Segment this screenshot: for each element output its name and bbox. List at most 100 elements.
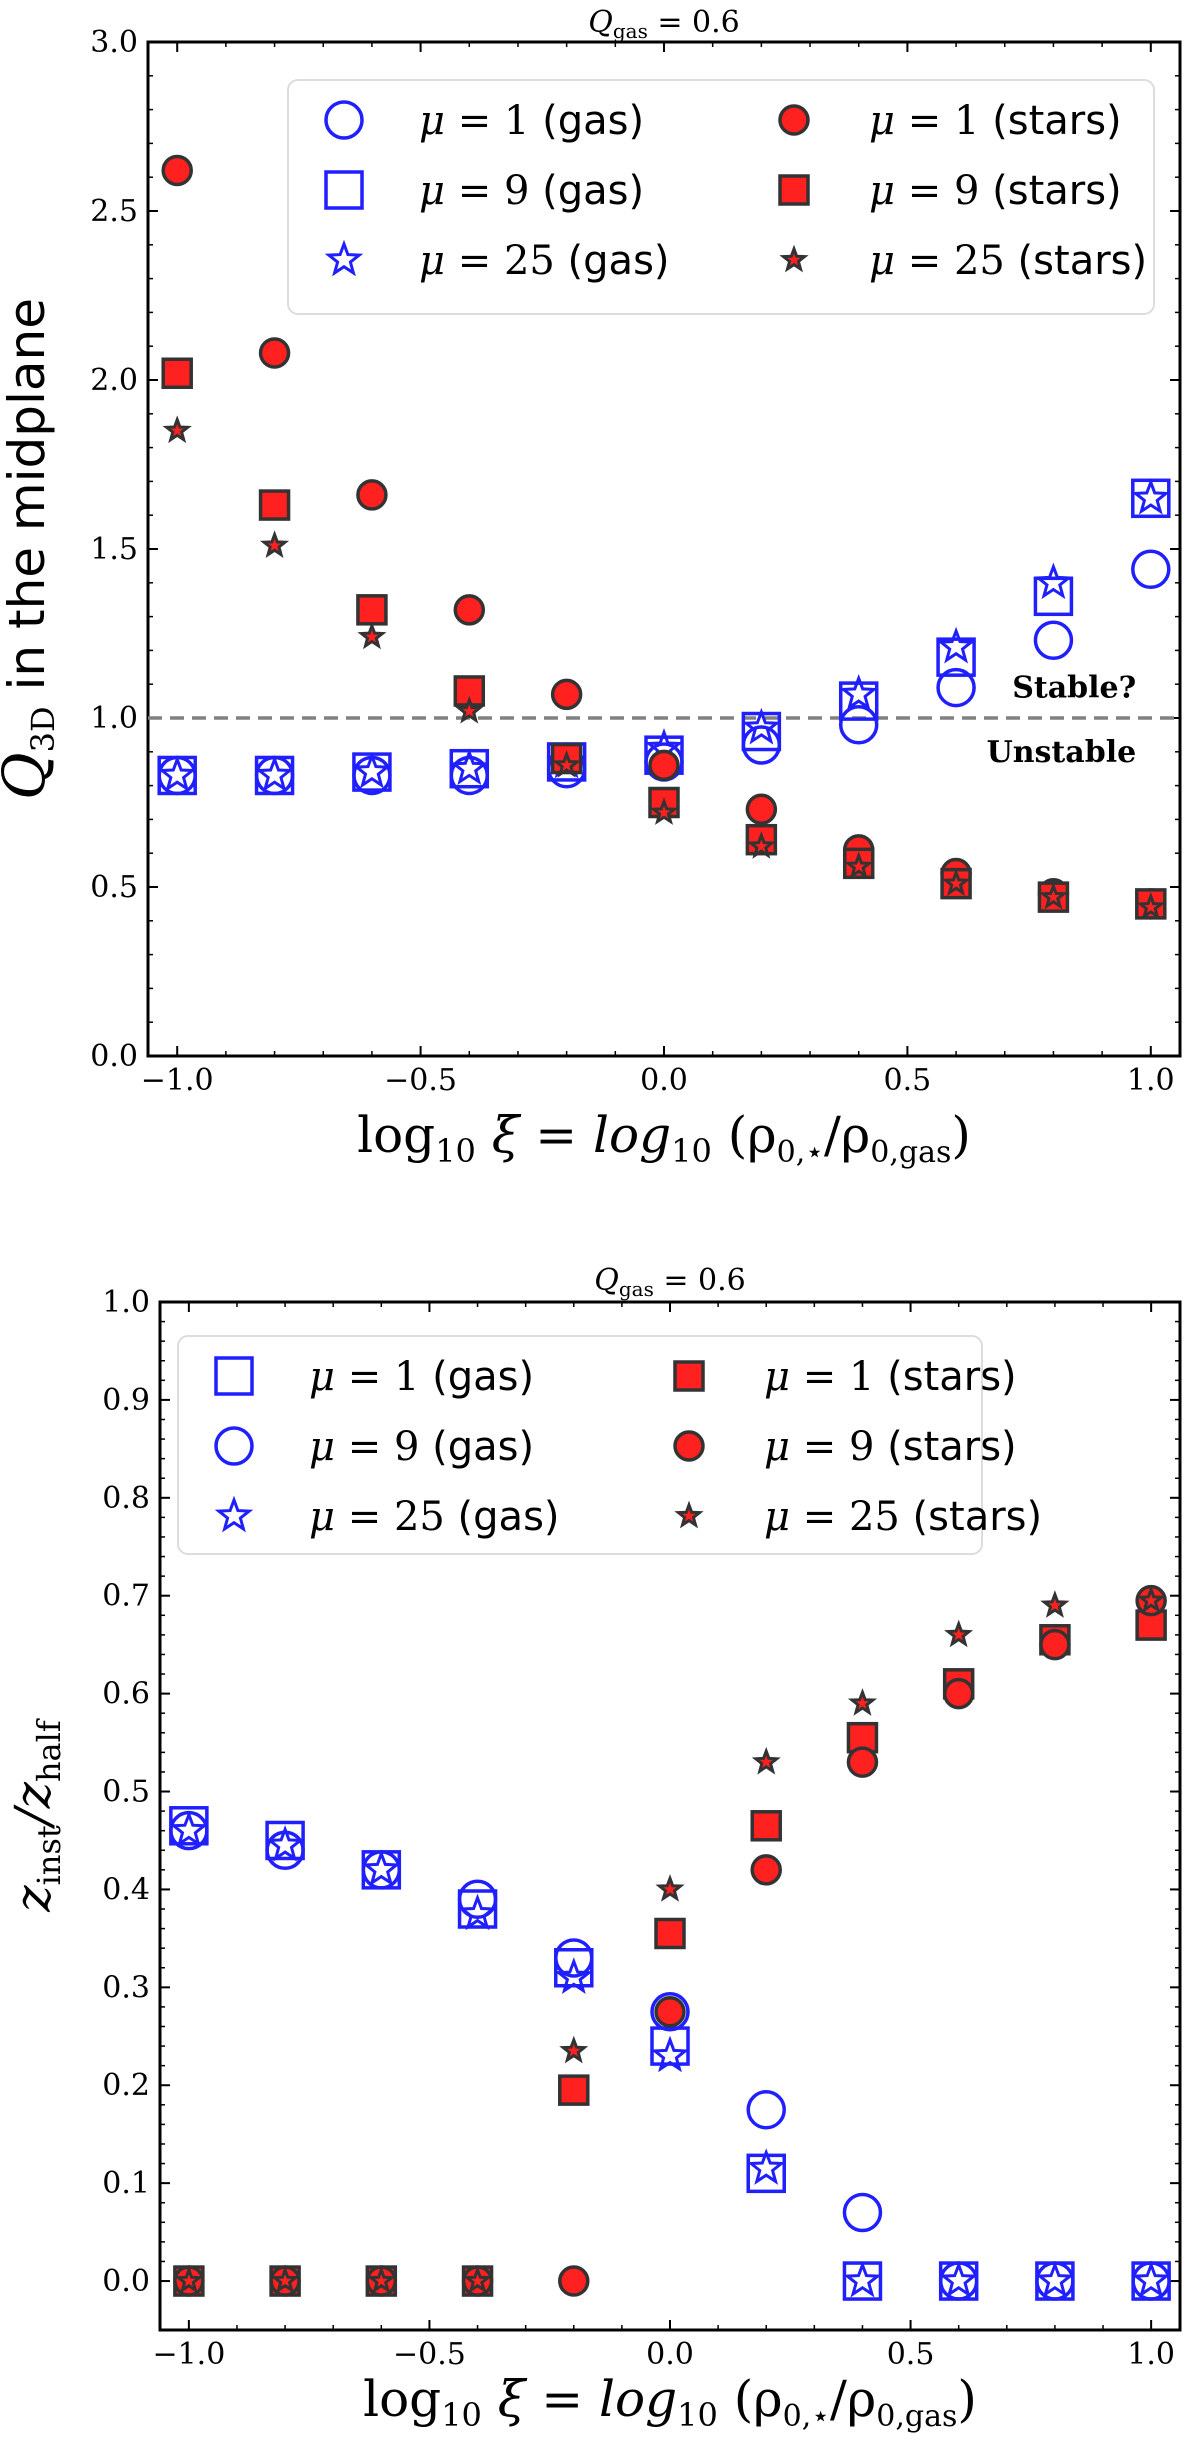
data-point-star <box>362 1849 401 1887</box>
data-point-star <box>1038 881 1068 910</box>
data-point-circle <box>1131 549 1171 590</box>
legend-mu: μ <box>419 98 445 144</box>
legend-value: = 25 <box>790 1494 900 1540</box>
legend: μ = 1 (gas)μ = 9 (gas)μ = 25 (gas)μ = 1 … <box>177 1335 1042 1555</box>
chart-title: Qgas = 0.6 <box>588 5 740 43</box>
y-tick-label: 1.0 <box>90 701 138 736</box>
legend-mu: μ <box>869 98 895 144</box>
text-part: (ρ <box>712 1106 777 1164</box>
data-point-star <box>936 626 976 664</box>
legend-mu: μ <box>764 1424 790 1470</box>
data-point-circle <box>936 667 976 708</box>
legend-label: μ = 9 (gas) <box>419 168 644 214</box>
data-point-star <box>357 621 387 650</box>
data-point-circle <box>745 793 778 826</box>
y-tick-label: 0.7 <box>102 1579 150 1614</box>
legend-label: μ = 1 (gas) <box>419 98 644 144</box>
data-point-star <box>1035 2260 1075 2298</box>
data-point-square <box>258 489 291 521</box>
data-point-square <box>161 357 193 389</box>
legend-value: = 25 <box>335 1494 445 1540</box>
annotation-unstable: Unstable <box>987 735 1137 770</box>
data-point-star <box>463 2265 493 2294</box>
data-point-star <box>552 750 582 778</box>
data-point-star <box>1131 478 1171 515</box>
x-axis-label: log10 ξ = log10 (ρ0,⋆/ρ0,gas) <box>363 2370 977 2434</box>
legend-mu: μ <box>869 238 895 284</box>
data-point-star <box>844 851 874 880</box>
text-part: /ρ <box>824 1106 870 1164</box>
data-point-star <box>162 415 192 444</box>
legend-kind: (stars) <box>874 1354 1016 1400</box>
data-point-star <box>259 530 290 558</box>
y-tick-label: 1.0 <box>102 1285 150 1320</box>
y-tick-label: 0.0 <box>102 2264 150 2299</box>
text-part: ) <box>951 1106 971 1164</box>
legend-label: μ = 25 (stars) <box>764 1494 1042 1540</box>
x-tick-label: 1.0 <box>1127 2337 1175 2372</box>
data-point-star <box>1131 2260 1171 2298</box>
sub: 0,gas <box>876 2399 957 2434</box>
y-tick-label: 2.5 <box>90 194 138 229</box>
series-5 <box>162 415 1166 920</box>
chart-title: Qgas = 0.6 <box>594 1263 746 1301</box>
data-point-circle <box>258 337 291 369</box>
sub: 10 <box>435 1132 476 1170</box>
y-tick-label: 2.0 <box>90 363 138 398</box>
legend-marker-square <box>214 1356 254 1396</box>
data-point-star <box>559 2035 589 2064</box>
data-point-star <box>1136 1585 1166 1613</box>
y-axis-label: Q3D in the midplane <box>0 298 62 800</box>
legend-value: = 1 <box>445 98 529 144</box>
text-part: (ρ <box>718 2370 783 2428</box>
data-point-star <box>169 1810 209 1848</box>
legend-marker-circle <box>324 100 364 140</box>
data-point-square <box>356 594 388 626</box>
legend-marker-square <box>324 170 364 210</box>
x-tick-label: −0.5 <box>384 1063 457 1098</box>
data-point-star <box>255 755 294 792</box>
legend-marker-square <box>778 174 810 206</box>
legend-label: μ = 25 (gas) <box>419 238 670 284</box>
y-tick-label: 0.6 <box>102 1677 150 1712</box>
data-point-star <box>352 751 392 789</box>
y-tick-label: 0.9 <box>102 1383 150 1418</box>
x-tick-label: −0.5 <box>393 2337 466 2372</box>
text-part: half <box>30 1718 68 1782</box>
legend-kind: (stars) <box>1005 238 1147 284</box>
data-point-star <box>847 1688 878 1716</box>
y-tick-label: 0.3 <box>102 1970 150 2005</box>
data-point-star <box>1136 892 1166 920</box>
data-point-star <box>746 2148 786 2185</box>
legend-kind: (stars) <box>900 1494 1042 1540</box>
data-point-square <box>936 637 976 677</box>
text-part: Q <box>0 752 58 800</box>
data-point-square <box>750 1810 782 1842</box>
legend-kind: (stars) <box>979 168 1121 214</box>
data-point-circle <box>838 705 879 745</box>
chart-panel-2: −1.0 −0.5 0.0 0.5 1.0 0.0 0.1 0.2 0.3 0.4 0.5 0.6 0.… <box>4 1263 1182 2434</box>
legend-value: = 9 <box>895 168 979 214</box>
data-point-circle <box>558 2265 590 2297</box>
title-symbol: Q <box>588 5 613 40</box>
data-point-star <box>939 2260 978 2298</box>
legend-label: μ = 25 (stars) <box>869 238 1147 284</box>
data-point-circle <box>654 1996 686 2028</box>
legend-mu: μ <box>309 1424 335 1470</box>
data-point-star <box>174 2265 204 2294</box>
y-tick-label: 0.4 <box>102 1872 150 1907</box>
y-tick-label: 0.5 <box>102 1775 150 1810</box>
chart-panel-1: −1.0 −0.5 0.0 0.5 1.0 0.0 0.5 1.0 1.5 2.0 2.5 3.0 Qg… <box>0 5 1182 1170</box>
x-tick-label: 0.5 <box>884 1063 932 1098</box>
x-axis-label: log10 ξ = log10 (ρ0,⋆/ρ0,gas) <box>357 1106 971 1170</box>
legend-label: μ = 9 (stars) <box>764 1424 1017 1470</box>
legend-kind: (stars) <box>979 98 1121 144</box>
data-point-star <box>650 2035 690 2073</box>
data-point-star <box>450 748 489 786</box>
sub: 0,⋆ <box>783 2399 830 2434</box>
data-point-circle <box>650 1992 690 2032</box>
data-point-circle <box>750 1854 782 1886</box>
data-point-circle <box>648 749 680 782</box>
data-point-star <box>843 2260 882 2298</box>
